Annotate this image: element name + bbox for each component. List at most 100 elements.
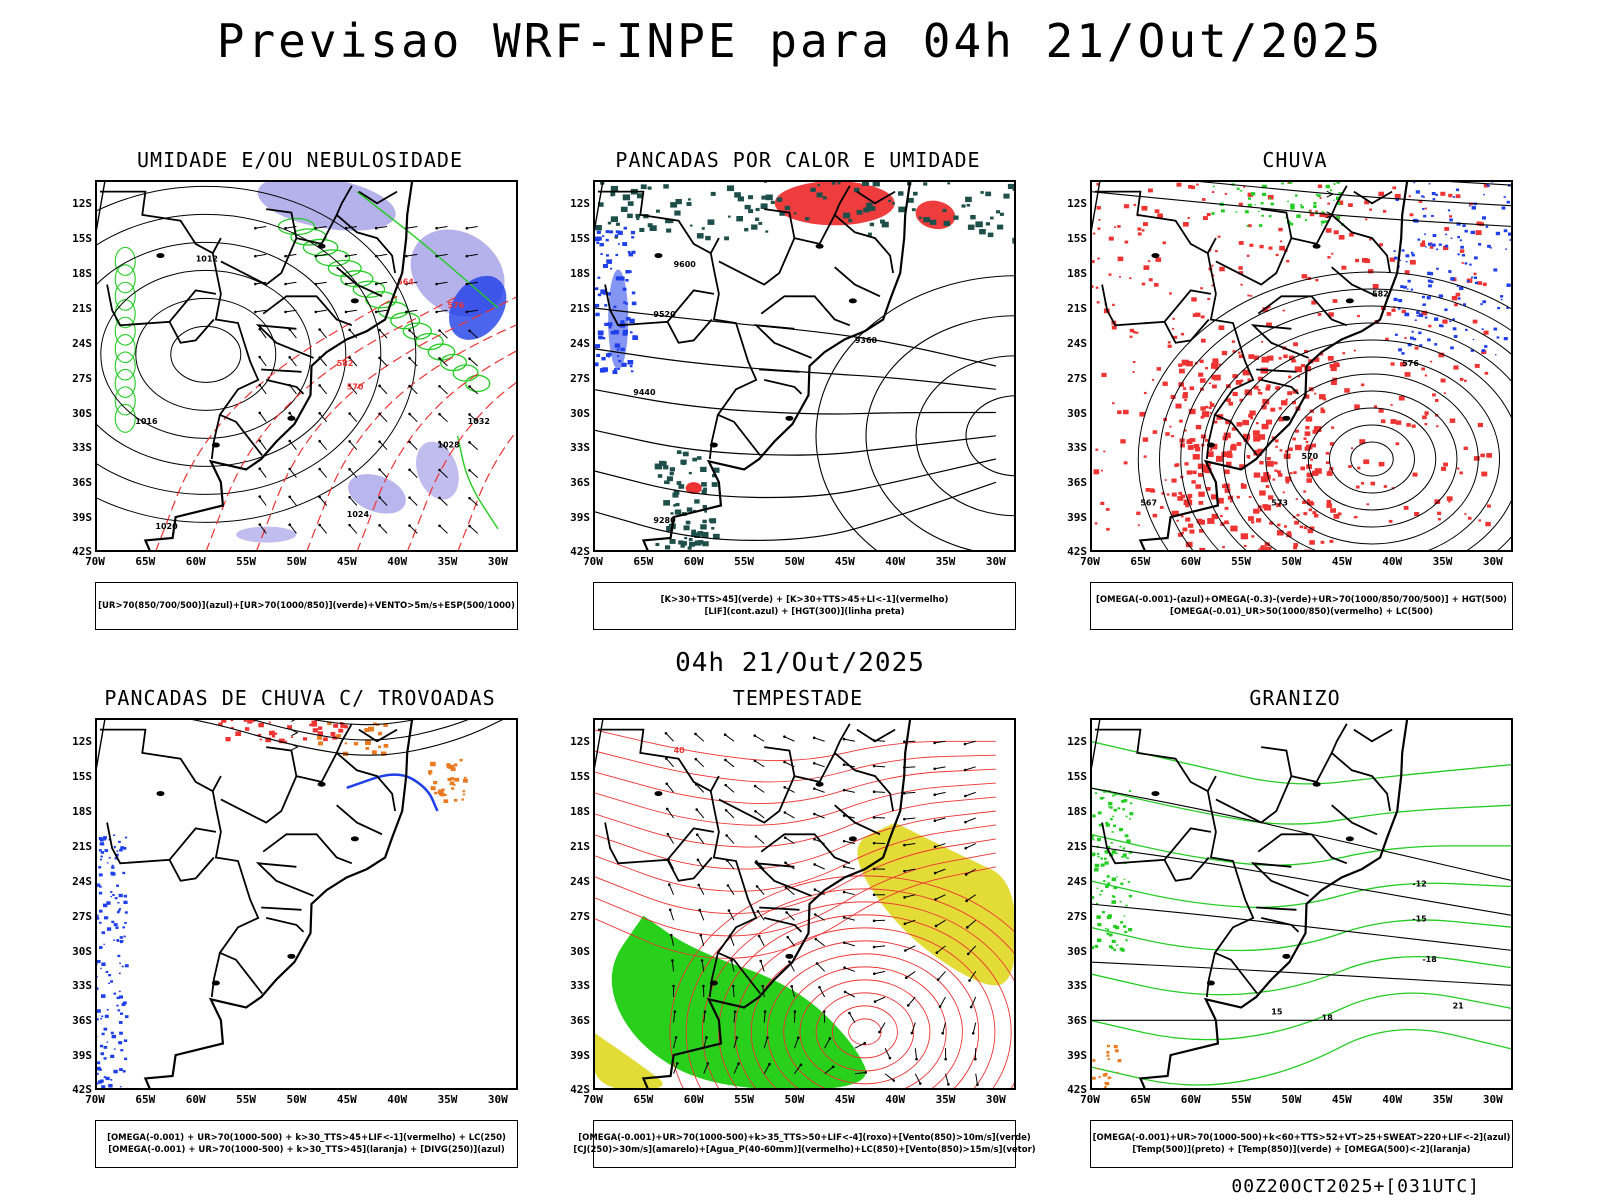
map-chuva: 576 570 582 573 567 [1090, 180, 1513, 552]
lat-tick-label: 21S [570, 839, 590, 853]
lon-tick-label: 65W [135, 555, 156, 568]
panel-title: UMIDADE E/OU NEBULOSIDADE [136, 148, 464, 172]
lon-tick-label: 45W [834, 1093, 855, 1106]
lon-tick-label: 30W [487, 555, 508, 568]
contour-label: 576 [448, 301, 465, 310]
lat-tick-label: 12S [72, 735, 92, 749]
lon-tick-label: 50W [286, 555, 307, 568]
lat-tick-label: 15S [72, 232, 92, 246]
contour-label: 582 [1372, 289, 1389, 298]
lat-tick-label: 24S [570, 336, 590, 350]
contour-label: -18 [1422, 955, 1437, 964]
lon-tick-label: 50W [784, 555, 805, 568]
lon-tick-label: 55W [236, 555, 256, 568]
lat-tick-label: 12S [1067, 197, 1087, 211]
lat-tick-label: 27S [72, 909, 92, 923]
panel-legend: [OMEGA(-0.001)+UR>70(1000-500)+k>35_TTS>… [573, 1120, 1036, 1168]
panel-granizo: GRANIZO -12 -15 -18 15 18 21 12S 15S 18S 21S 24S 27S… [1055, 686, 1535, 1168]
lat-tick-label: 33S [72, 441, 92, 455]
contour-label: 567 [1140, 499, 1157, 508]
contour-label: 40 [674, 746, 686, 755]
contour-label: 570 [1302, 452, 1319, 461]
lon-tick-label: 70W [85, 555, 105, 568]
lat-tick-label: 12S [570, 197, 590, 211]
lon-tick-label: 45W [336, 1093, 357, 1106]
lat-tick-label: 27S [72, 371, 92, 385]
lat-tick-label: 36S [1067, 1014, 1087, 1028]
panel-title: CHUVA [1262, 148, 1328, 172]
contour-label: 564 [397, 278, 414, 287]
mid-date: 04h 21/Out/2025 [675, 648, 925, 678]
lat-tick-label: 36S [1067, 476, 1087, 490]
lon-tick-label: 60W [185, 1093, 206, 1106]
lat-tick-label: 24S [570, 874, 590, 888]
lon-tick-label: 65W [633, 555, 654, 568]
lon-tick-label: 65W [633, 1093, 654, 1106]
lat-tick-label: 42S [72, 1083, 92, 1096]
lat-tick-label: 39S [570, 511, 590, 525]
lon-tick-label: 55W [734, 1093, 754, 1106]
lat-tick-label: 30S [1067, 406, 1087, 420]
contour-label: 9440 [633, 388, 656, 397]
lat-tick-label: 12S [72, 197, 92, 211]
lat-tick-label: 30S [570, 944, 590, 958]
lat-tick-label: 30S [72, 944, 92, 958]
lon-tick-label: 70W [1080, 1093, 1100, 1106]
map-umidade: 1012 1016 1020 1024 1028 1032 570 576 582 564 [95, 180, 518, 552]
lat-tick-label: 21S [570, 301, 590, 315]
lat-tick-label: 12S [1067, 735, 1087, 749]
contour-label: 1024 [347, 510, 370, 519]
panel-title: TEMPESTADE [732, 686, 864, 710]
lat-tick-label: 30S [72, 406, 92, 420]
lat-tick-label: 39S [72, 511, 92, 525]
lon-tick-label: 30W [985, 1093, 1006, 1106]
lon-tick-label: 35W [1432, 555, 1453, 568]
panel-pancadas-calor: PANCADAS POR CALOR E UMIDADE 9600 9520 9440… [558, 148, 1038, 630]
panel-legend: [OMEGA(-0.001)-(azul)+OMEGA(-0.3)-(verde… [1090, 582, 1513, 630]
map-tempestade: 40 [593, 718, 1016, 1090]
map-granizo: -12 -15 -18 15 18 21 [1090, 718, 1513, 1090]
legend-line: [OMEGA(-0.001)+UR>70(1000-500)+k>35_TTS>… [578, 1133, 1031, 1143]
lat-tick-label: 42S [570, 545, 590, 558]
lon-tick-label: 35W [1432, 1093, 1453, 1106]
contour-label: 9520 [653, 310, 676, 319]
lat-tick-label: 18S [72, 805, 92, 818]
lon-tick-label: 65W [1130, 555, 1151, 568]
legend-line: [UR>70(850/700/500)](azul)+[UR>70(1000/8… [98, 601, 515, 611]
lat-tick-label: 33S [570, 979, 590, 993]
lon-tick-label: 30W [1482, 555, 1503, 568]
contour-label: 1032 [468, 417, 490, 426]
lon-tick-label: 55W [1231, 555, 1251, 568]
lon-tick-label: 40W [885, 1093, 906, 1106]
lon-tick-label: 55W [734, 555, 754, 568]
lat-tick-label: 33S [1067, 441, 1087, 455]
lat-tick-label: 15S [1067, 232, 1087, 246]
lon-tick-label: 40W [1382, 1093, 1403, 1106]
contour-label: 1020 [155, 522, 178, 531]
map-trovoadas [95, 718, 518, 1090]
lon-tick-label: 45W [1331, 1093, 1352, 1106]
lon-tick-label: 40W [1382, 555, 1403, 568]
lat-tick-label: 24S [72, 336, 92, 350]
contour-label: 1028 [437, 440, 460, 449]
lon-tick-label: 60W [683, 1093, 704, 1106]
lat-tick-label: 27S [570, 371, 590, 385]
contour-label: 1016 [135, 417, 158, 426]
lat-tick-label: 39S [570, 1049, 590, 1063]
legend-line: [OMEGA(-0.001) + UR>70(1000-500) + k>30_… [108, 1145, 505, 1155]
lon-tick-label: 30W [1482, 1093, 1503, 1106]
lat-tick-label: 39S [72, 1049, 92, 1063]
contour-label: 573 [1271, 499, 1288, 508]
contour-label: 9600 [674, 260, 697, 269]
panel-title: PANCADAS DE CHUVA C/ TROVOADAS [104, 686, 496, 710]
lat-tick-label: 36S [72, 1014, 92, 1028]
panel-title: GRANIZO [1249, 686, 1341, 710]
lat-tick-label: 12S [570, 735, 590, 749]
lon-tick-label: 60W [1180, 555, 1201, 568]
run-footer: 00Z20OCT2025+[031UTC] [1231, 1176, 1480, 1197]
lat-tick-label: 15S [570, 232, 590, 246]
lat-tick-label: 42S [570, 1083, 590, 1096]
lat-tick-label: 21S [1067, 301, 1087, 315]
lat-tick-label: 15S [72, 770, 92, 784]
map-pancadas-calor: 9600 9520 9440 9360 9280 [593, 180, 1016, 552]
